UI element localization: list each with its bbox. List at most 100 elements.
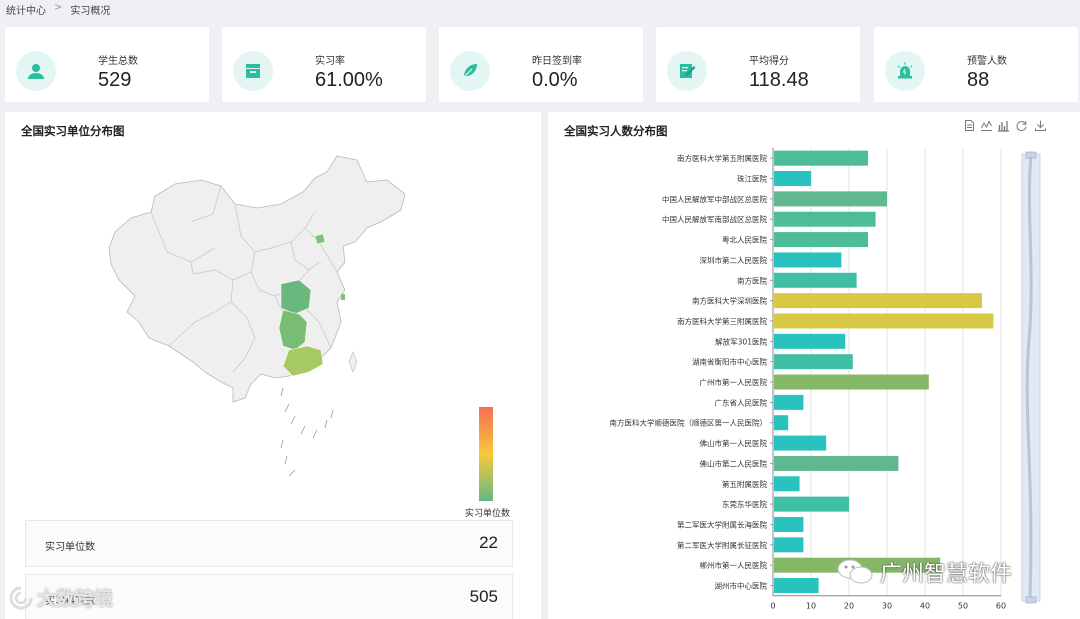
wechat-icon bbox=[837, 559, 873, 584]
card-internship-rate: 实习率 61.00% bbox=[222, 27, 426, 102]
x-tick-label: 40 bbox=[920, 602, 930, 611]
map-taiwan bbox=[348, 351, 358, 373]
bar-chart-icon[interactable] bbox=[997, 119, 1010, 132]
bar bbox=[774, 232, 868, 248]
map-panel-title: 全国实习单位分布图 bbox=[21, 124, 125, 138]
map-south-sea bbox=[280, 387, 334, 477]
stat-value: 505 bbox=[469, 587, 498, 606]
bar bbox=[774, 150, 868, 166]
map-region-hunan bbox=[278, 309, 308, 351]
inbox-icon bbox=[233, 51, 273, 91]
card-value: 88 bbox=[967, 69, 990, 91]
bar bbox=[774, 333, 846, 349]
x-tick-label: 30 bbox=[882, 602, 892, 611]
stat-label: 实习科室数 bbox=[45, 596, 95, 607]
y-tick-label: 南方医科大学第三附属医院 bbox=[677, 316, 767, 326]
y-tick-label: 珠江医院 bbox=[737, 174, 767, 184]
y-tick-label: 南方医科大学顺德医院（顺德区第一人民医院） bbox=[610, 418, 768, 428]
card-value: 529 bbox=[98, 69, 132, 91]
y-tick-label: 中国人民解放军中部战区总医院 bbox=[662, 194, 767, 204]
datazoom-handle-bottom bbox=[1025, 596, 1037, 604]
bar bbox=[774, 191, 887, 207]
y-tick-label: 佛山市第一人民医院 bbox=[700, 438, 768, 448]
x-tick-label: 60 bbox=[996, 602, 1006, 611]
y-tick-label: 南方医科大学第五附属医院 bbox=[677, 153, 767, 163]
bar bbox=[774, 252, 842, 268]
card-label: 实习率 bbox=[315, 56, 345, 67]
bar bbox=[774, 476, 800, 492]
breadcrumb: 统计中心 > 实习概况 bbox=[6, 2, 110, 17]
stat-units: 实习单位数 22 bbox=[25, 520, 513, 567]
y-tick-label: 南方医科大学深圳医院 bbox=[692, 296, 767, 306]
y-tick-label: 南方医院 bbox=[737, 275, 767, 285]
y-tick-label: 湖南省衡阳市中心医院 bbox=[692, 357, 767, 367]
y-tick-label: 广州市第一人民医院 bbox=[700, 377, 768, 387]
y-tick-label: 粤北人民医院 bbox=[722, 235, 767, 245]
y-tick-label: 第五附属医院 bbox=[722, 479, 767, 489]
hospital-bar-chart[interactable]: 0 10 20 30 40 50 60 南方医科大学第五附属医院珠江医院中国人民解放军中部战区… bbox=[590, 148, 1010, 618]
bar bbox=[774, 171, 811, 187]
card-value: 118.48 bbox=[749, 69, 809, 91]
watermark-right-text: 广州智慧软件 bbox=[880, 562, 1013, 587]
map-region-guangdong bbox=[282, 345, 324, 377]
y-tick-label: 解放军301医院 bbox=[715, 336, 767, 346]
feather-icon bbox=[450, 51, 490, 91]
map-region-shanghai bbox=[341, 294, 345, 300]
card-students: 学生总数 529 bbox=[5, 27, 209, 102]
chart-title: 全国实习人数分布图 bbox=[564, 124, 668, 138]
datazoom-handle-top bbox=[1025, 151, 1037, 159]
y-tick-label: 佛山市第二人民医院 bbox=[700, 458, 768, 468]
visualmap-gradient[interactable] bbox=[479, 407, 493, 501]
bar bbox=[774, 435, 827, 451]
y-tick-label: 中国人民解放军南部战区总医院 bbox=[662, 214, 767, 224]
line-chart-icon[interactable] bbox=[980, 119, 993, 132]
summary-cards: 学生总数 529 实习率 61.00% 昨日签到率 0.0% 平均得分 118.… bbox=[5, 27, 1080, 102]
watermark-left: 大数跨境 bbox=[8, 584, 113, 611]
bar bbox=[774, 374, 929, 390]
datazoom-shadow bbox=[1025, 155, 1033, 600]
bar bbox=[774, 394, 804, 410]
bar bbox=[774, 293, 982, 309]
y-tick-label: 第二军医大学附属长征医院 bbox=[677, 540, 767, 550]
card-label: 预警人数 bbox=[967, 56, 1007, 67]
bar bbox=[774, 354, 853, 370]
map-region-beijing bbox=[314, 233, 326, 245]
bar bbox=[774, 537, 804, 553]
watermark-left-text: 大数跨境 bbox=[37, 588, 114, 610]
y-tick-label: 郴州市第一人民医院 bbox=[700, 560, 768, 570]
watermark-right: 广州智慧软件 bbox=[836, 556, 1012, 588]
bar bbox=[774, 455, 899, 471]
stat-departments: 实习科室数 505 bbox=[25, 574, 513, 619]
card-checkin-rate: 昨日签到率 0.0% bbox=[439, 27, 643, 102]
y-tick-label: 东莞东华医院 bbox=[722, 499, 767, 509]
map-panel: 全国实习单位分布图 实习单位数 实习单位数 22 实习科室数 505 bbox=[5, 112, 541, 619]
map-region-hubei bbox=[280, 279, 312, 315]
bar bbox=[774, 272, 857, 288]
bar bbox=[774, 211, 876, 227]
map-mainland bbox=[108, 155, 406, 403]
bar bbox=[774, 415, 789, 431]
card-average-score: 平均得分 118.48 bbox=[656, 27, 860, 102]
users-icon bbox=[16, 51, 56, 91]
y-tick-label: 第二军医大学附属长海医院 bbox=[677, 519, 767, 529]
stat-value: 22 bbox=[479, 533, 498, 552]
data-view-icon[interactable] bbox=[963, 119, 976, 132]
breadcrumb-root[interactable]: 统计中心 bbox=[6, 6, 46, 17]
stat-label: 实习单位数 bbox=[45, 542, 95, 553]
bar bbox=[774, 516, 804, 532]
bar bbox=[774, 313, 994, 329]
breadcrumb-separator: > bbox=[54, 2, 63, 13]
alarm-icon bbox=[885, 51, 925, 91]
china-map[interactable] bbox=[105, 152, 425, 482]
y-tick-label: 深圳市第二人民医院 bbox=[700, 255, 768, 265]
card-value: 61.00% bbox=[315, 69, 383, 91]
download-icon[interactable] bbox=[1034, 119, 1047, 132]
bar bbox=[774, 578, 819, 594]
x-tick-label: 0 bbox=[770, 602, 775, 611]
restore-icon[interactable] bbox=[1015, 119, 1028, 132]
x-tick-label: 50 bbox=[958, 602, 968, 611]
card-warning-count: 预警人数 88 bbox=[874, 27, 1078, 102]
card-label: 学生总数 bbox=[98, 56, 138, 67]
card-label: 平均得分 bbox=[749, 56, 789, 67]
datazoom-slider[interactable] bbox=[1020, 150, 1042, 605]
